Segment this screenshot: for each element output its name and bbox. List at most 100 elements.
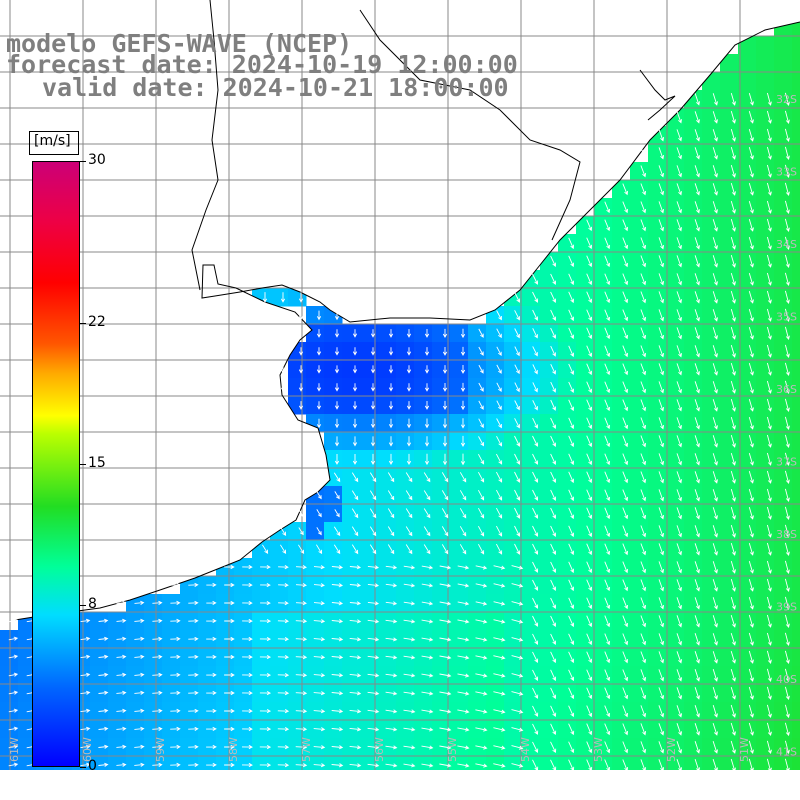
field-cell [774,612,793,631]
field-cell [630,522,649,541]
wind-arrow [313,709,326,714]
wind-arrow [423,490,431,501]
wind-arrow [259,709,272,714]
lat-lon-grid [0,0,800,770]
wind-arrow [511,637,524,642]
field-cell [774,630,793,649]
wind-arrow [748,380,754,394]
wind-arrow [188,618,199,623]
field-cell [594,720,613,739]
wind-arrow [658,201,665,214]
wind-arrow [640,615,647,628]
field-cell [342,702,361,721]
wind-arrow [242,726,253,732]
wind-arrow [532,723,539,735]
wind-arrow [170,726,181,731]
wind-arrow [658,579,665,592]
wind-arrow [586,219,593,232]
field-cell [450,684,469,703]
field-cell [594,684,613,703]
wind-arrow [640,417,647,430]
wind-arrow [748,524,754,538]
field-cell [486,756,505,775]
colorbar [32,161,80,767]
field-cell [522,288,541,307]
field-cell [414,450,433,469]
wind-arrow [493,637,506,642]
field-cell [594,594,613,613]
wind-arrow [259,673,272,678]
wind-arrow [8,690,19,695]
field-cell [558,414,577,433]
field-cell [468,414,487,433]
wind-arrow [475,619,488,624]
wind-arrow [439,655,452,660]
field-cell [450,324,469,343]
field-cell [468,342,487,361]
wind-arrow [550,741,557,754]
wind-arrow [403,601,416,606]
wind-arrow [730,272,736,286]
wind-arrow [188,726,199,731]
field-cell [270,288,289,307]
wind-arrow [676,525,682,538]
wind-arrow [460,382,466,393]
wind-arrow [550,381,556,393]
field-cell [576,630,595,649]
field-cell [648,144,667,163]
wind-arrow [262,544,269,555]
wind-arrow [568,399,575,412]
wind-arrow [712,704,718,718]
wind-arrow [658,129,665,142]
wind-arrow [586,273,593,286]
wind-arrow [694,219,700,232]
field-cell [630,288,649,307]
wind-arrow [748,416,754,430]
field-cell [702,720,721,739]
field-cell [396,324,415,343]
wind-arrow [586,345,593,358]
field-cell [648,468,667,487]
wind-arrow [766,128,772,142]
field-cell [432,558,451,577]
wind-arrow [352,418,358,429]
wind-arrow [457,745,470,750]
wind-arrow [206,726,217,731]
field-cell [540,468,559,487]
field-cell [756,306,775,325]
wind-arrow [403,763,416,768]
field-cell [792,414,800,433]
wind-arrow [405,472,413,483]
field-cell [594,270,613,289]
wind-arrow [586,471,593,484]
field-cell [774,216,793,235]
wind-arrow [604,705,611,718]
field-cell [414,486,433,505]
wind-arrow [385,619,398,624]
field-cell [666,522,685,541]
field-cell [666,720,685,739]
field-cell [468,576,487,595]
field-cell [342,486,361,505]
wind-arrow [694,93,700,106]
wind-arrow [98,618,109,623]
field-cell [558,234,577,253]
field-cell [324,648,343,667]
wind-arrow [388,453,394,466]
wind-arrow [439,637,452,642]
longitude-label: 53W [592,737,605,762]
wind-arrow [80,672,91,677]
field-cell [540,306,559,325]
field-cell [738,414,757,433]
wind-arrow [242,654,253,660]
wind-arrow [784,398,790,413]
field-cell [702,612,721,631]
field-cell [522,360,541,379]
wind-arrow [152,618,163,623]
wind-arrow [385,709,398,714]
field-cell [324,720,343,739]
field-cell [432,720,451,739]
wind-arrow [514,310,520,321]
wind-arrow [622,579,629,592]
